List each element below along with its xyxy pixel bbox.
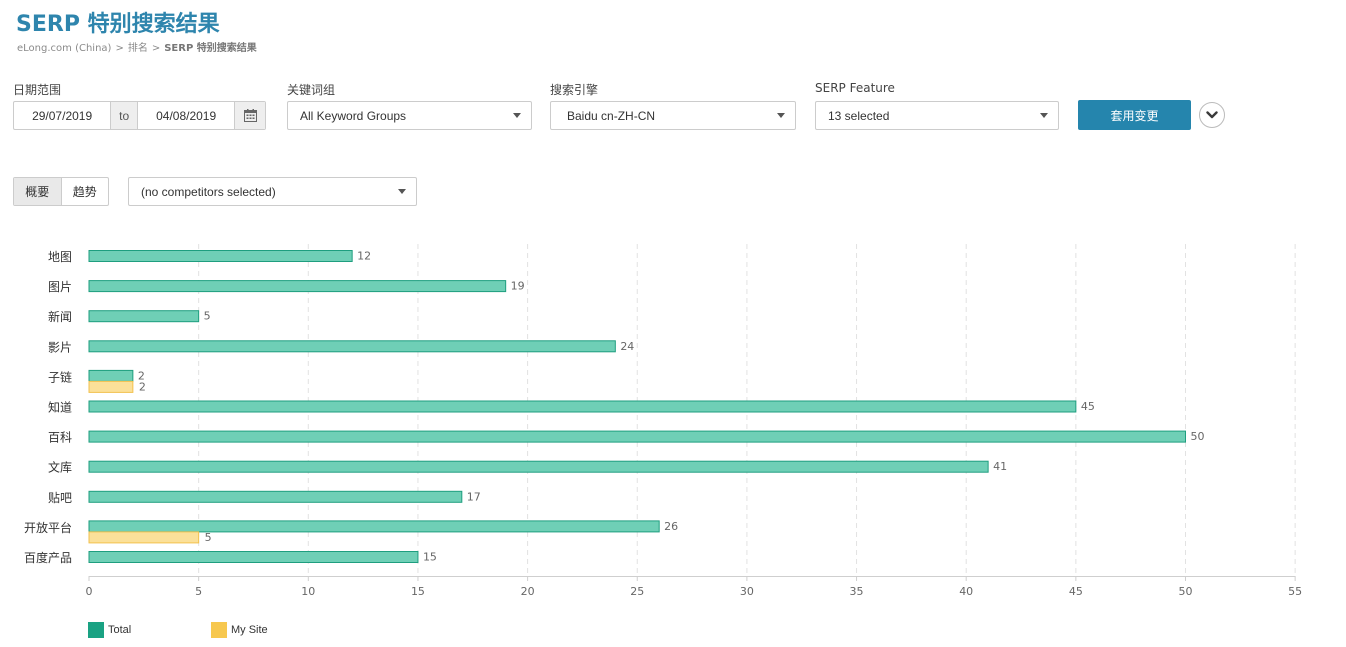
data-label-total: 17 [467, 490, 481, 503]
data-label-total: 2 [138, 369, 145, 382]
y-category-label: 图片 [48, 280, 72, 294]
y-category-label: 影片 [48, 340, 72, 354]
chart-legend: Total My Site [88, 622, 268, 638]
competitors-select[interactable]: (no competitors selected) [128, 177, 417, 206]
data-label-my-site: 5 [205, 531, 212, 544]
bar-total [88, 490, 463, 503]
bar-total [88, 430, 1186, 443]
data-label-total: 50 [1191, 430, 1205, 443]
chevron-down-icon [777, 113, 785, 118]
date-range-to-label: to [110, 102, 139, 129]
bar-total [88, 551, 419, 563]
bar-my-site [88, 531, 200, 544]
competitors-value: (no competitors selected) [141, 184, 276, 199]
legend-label-total: Total [108, 624, 132, 636]
x-tick-label: 15 [411, 585, 425, 598]
tab-trend[interactable]: 趋势 [72, 185, 97, 199]
chevron-down-icon [513, 113, 521, 118]
end-date-input[interactable]: 04/08/2019 [156, 108, 217, 123]
bar-total [88, 460, 989, 473]
y-category-label: 知道 [48, 401, 72, 415]
y-category-label: 文库 [48, 460, 72, 475]
view-tabs: 概要 趋势 [13, 177, 109, 206]
bar-total [88, 520, 660, 533]
breadcrumb-separator: > [115, 43, 124, 54]
data-label-total: 19 [511, 280, 525, 293]
data-label-total: 12 [357, 250, 371, 263]
calendar-icon [243, 109, 257, 122]
page-title: SERP 特别搜索结果 [16, 12, 220, 37]
breadcrumb-item-current: SERP 特别搜索结果 [164, 43, 257, 54]
y-category-label: 新闻 [48, 309, 72, 324]
x-tick-label: 45 [1069, 585, 1083, 598]
y-category-label: 地图 [48, 250, 72, 264]
legend-swatch-total [88, 622, 104, 638]
chevron-down-icon [398, 189, 406, 194]
data-label-total: 41 [993, 460, 1007, 473]
breadcrumb-separator: > [151, 43, 161, 54]
calendar-button[interactable] [234, 102, 265, 129]
data-label-total: 5 [204, 310, 211, 323]
legend-swatch-my-site [211, 622, 227, 638]
x-tick-label: 50 [1179, 585, 1193, 598]
x-tick-label: 5 [195, 585, 202, 598]
apply-changes-button[interactable]: 套用变更 [1078, 100, 1191, 130]
search-engine-select[interactable]: Baidu cn-ZH-CN [550, 101, 796, 130]
chevron-down-icon [1040, 113, 1048, 118]
keyword-group-value: All Keyword Groups [300, 108, 407, 123]
y-category-label: 子链 [48, 369, 72, 384]
serp-feature-select[interactable]: 13 selected [815, 101, 1059, 130]
date-range-label: 日期范围 [13, 83, 62, 97]
x-tick-label: 20 [521, 585, 535, 598]
bar-total [88, 340, 616, 353]
tab-overview[interactable]: 概要 [14, 178, 62, 205]
breadcrumb-item-rankings[interactable]: 排名 [127, 43, 148, 54]
bar-total [88, 369, 134, 382]
data-label-total: 45 [1081, 400, 1095, 413]
search-engine-label: 搜索引擎 [550, 83, 599, 97]
y-category-label: 开放平台 [24, 520, 72, 535]
expand-filters-button[interactable] [1199, 102, 1225, 128]
y-category-label: 百科 [48, 431, 72, 445]
x-tick-label: 25 [630, 585, 644, 598]
x-tick-label: 55 [1288, 585, 1302, 598]
breadcrumb-item-site[interactable]: eLong.com (China) [17, 43, 112, 54]
legend-item-total[interactable]: Total [88, 622, 211, 638]
y-category-label: 贴吧 [48, 491, 72, 505]
legend-label-my-site: My Site [231, 624, 268, 636]
start-date-input[interactable]: 29/07/2019 [32, 108, 93, 123]
y-category-label: 百度产品 [24, 550, 72, 565]
bar-total [88, 400, 1077, 413]
bar-my-site [88, 380, 134, 393]
data-label-total: 26 [664, 520, 678, 533]
serp-feature-label: SERP Feature [815, 81, 895, 95]
bar-total [88, 310, 200, 323]
serp-feature-value: 13 selected [828, 108, 890, 123]
data-label-total: 15 [423, 551, 437, 564]
data-label-my-site: 2 [139, 380, 146, 393]
bar-total [88, 250, 353, 262]
x-tick-label: 10 [301, 585, 315, 598]
search-engine-value: Baidu cn-ZH-CN [567, 108, 656, 123]
x-tick-label: 0 [86, 585, 93, 598]
keyword-group-select[interactable]: All Keyword Groups [287, 101, 532, 130]
data-label-total: 24 [620, 340, 634, 353]
x-tick-label: 40 [959, 585, 973, 598]
breadcrumb: eLong.com (China) > 排名 > SERP 特别搜索结果 [17, 39, 257, 54]
date-range-picker: 29/07/2019 to 04/08/2019 [13, 101, 266, 130]
legend-item-my-site[interactable]: My Site [211, 622, 268, 638]
keyword-group-label: 关键词组 [287, 83, 336, 97]
chevron-down-icon [1206, 111, 1218, 119]
bar-total [88, 280, 507, 293]
x-tick-label: 35 [850, 585, 864, 598]
x-tick-label: 30 [740, 585, 754, 598]
